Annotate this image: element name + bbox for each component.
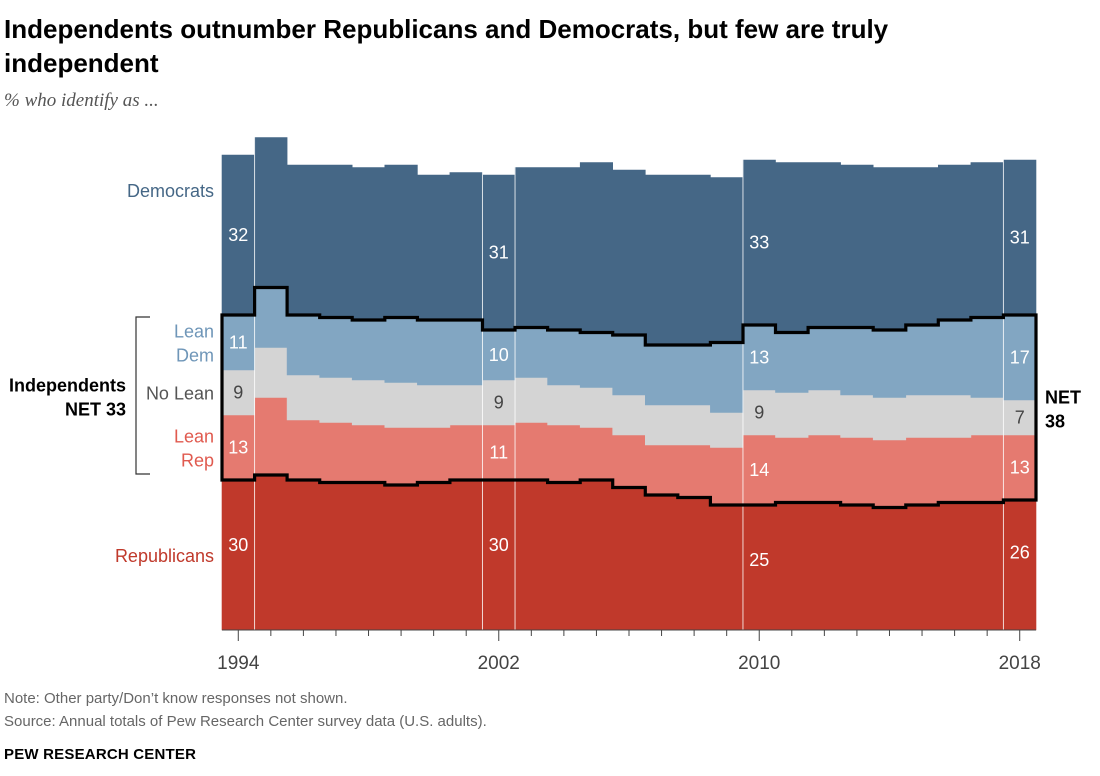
value-label-lean_dem: 10 bbox=[489, 345, 509, 365]
independents-outline-path bbox=[220, 285, 1038, 510]
net-annotations: Independents NET 33 NET 38 bbox=[9, 316, 1081, 475]
row-label-no_lean: No Lean bbox=[146, 384, 214, 404]
value-label-republicans: 30 bbox=[228, 535, 248, 555]
stacked-area-chart: 30 30 25 26 13 11 14 13 9 9 9 7 11 10 13 17 32 31 33 31 199… bbox=[8, 120, 1082, 674]
value-label-democrats: 31 bbox=[1010, 228, 1030, 248]
value-labels: 30 30 25 26 13 11 14 13 9 9 9 7 11 10 13 17 32 31 33 31 bbox=[228, 225, 1029, 570]
area-democrats bbox=[221, 137, 1037, 346]
value-label-democrats: 33 bbox=[749, 233, 769, 253]
row-label-lean_dem: Dem bbox=[176, 346, 214, 366]
area-layers bbox=[221, 137, 1037, 631]
x-axis: 1994 2002 2010 2018 bbox=[217, 629, 1041, 674]
row-label-republicans: Republicans bbox=[115, 546, 214, 566]
x-tick-label: 2010 bbox=[738, 653, 780, 674]
value-label-lean_dem: 17 bbox=[1010, 348, 1030, 368]
value-label-lean_rep: 11 bbox=[489, 443, 508, 463]
value-label-republicans: 26 bbox=[1010, 543, 1030, 563]
value-label-no_lean: 9 bbox=[494, 393, 504, 413]
value-label-lean_dem: 13 bbox=[749, 348, 769, 368]
value-label-lean_rep: 13 bbox=[228, 438, 248, 458]
value-label-no_lean: 9 bbox=[754, 403, 764, 423]
value-label-lean_rep: 13 bbox=[1010, 458, 1030, 478]
brand-label: PEW RESEARCH CENTER bbox=[4, 746, 197, 763]
value-label-lean_dem: 11 bbox=[229, 333, 248, 353]
net-right-value: 38 bbox=[1045, 412, 1065, 432]
value-label-democrats: 32 bbox=[228, 225, 248, 245]
row-label-lean_rep: Rep bbox=[181, 451, 214, 471]
chart-source: Source: Annual totals of Pew Research Ce… bbox=[4, 713, 487, 730]
value-label-democrats: 31 bbox=[489, 243, 509, 263]
chart-title: Independents outnumber Republicans and D… bbox=[4, 14, 889, 78]
row-label-lean_dem: Lean bbox=[174, 322, 214, 342]
independents-bracket bbox=[135, 316, 150, 475]
row-label-democrats: Democrats bbox=[127, 181, 214, 201]
row-labels: Republicans Lean Rep No Lean Lean Dem Democrat… bbox=[115, 181, 214, 566]
chart-note: Note: Other party/Don’t know responses n… bbox=[4, 690, 348, 707]
value-label-no_lean: 9 bbox=[233, 383, 243, 403]
net-left-value: NET 33 bbox=[65, 400, 126, 420]
value-label-republicans: 25 bbox=[749, 550, 769, 570]
net-left-label: Independents bbox=[9, 376, 126, 396]
value-label-no_lean: 7 bbox=[1015, 408, 1025, 428]
independents-outline bbox=[220, 285, 1038, 510]
chart-subtitle: % who identify as ... bbox=[4, 90, 159, 111]
value-label-republicans: 30 bbox=[489, 535, 509, 555]
year-reference-lines bbox=[254, 120, 1004, 630]
net-right-label: NET bbox=[1045, 388, 1081, 408]
x-tick-label: 2018 bbox=[999, 653, 1041, 674]
x-tick-label: 1994 bbox=[217, 653, 260, 674]
row-label-lean_rep: Lean bbox=[174, 427, 214, 447]
value-label-lean_rep: 14 bbox=[749, 460, 769, 480]
x-tick-label: 2002 bbox=[478, 653, 520, 674]
